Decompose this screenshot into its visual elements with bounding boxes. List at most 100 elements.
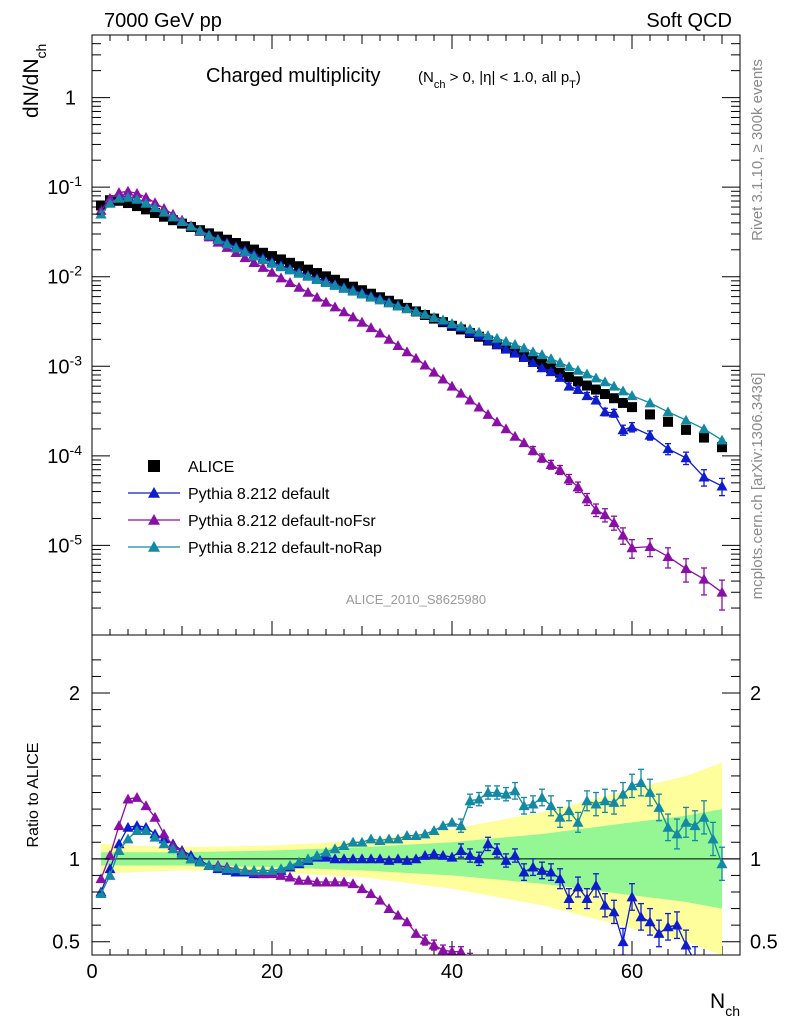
pythia-8-212-default-ratio-point	[518, 866, 530, 877]
pythia-8-212-default-norap-point	[608, 380, 620, 391]
pythia-8-212-default-nofsr-ratio-point	[392, 909, 404, 920]
ratio-ytick-label: 0.5	[52, 932, 80, 954]
pythia-8-212-default-norap-ratio-point	[689, 820, 701, 831]
pythia-8-212-default-norap-ratio-point	[653, 801, 665, 812]
pythia-8-212-default-nofsr-ratio-point	[510, 973, 521, 983]
pythia-8-212-default-norap-point	[680, 414, 692, 425]
alice-point	[609, 393, 619, 404]
pythia-8-212-default-ratio-point	[527, 861, 539, 872]
pythia-8-212-default-nofsr-ratio-point	[374, 894, 386, 905]
pythia-8-212-default-norap-ratio-point	[221, 863, 233, 874]
pythia-8-212-default-ratio-point	[365, 853, 377, 864]
pythia-8-212-default-nofsr-ratio-point	[347, 878, 359, 889]
alice-point	[267, 251, 277, 262]
pythia-8-212-default-nofsr-ratio-point	[149, 811, 161, 822]
pythia-8-212-default-nofsr-point	[104, 192, 116, 203]
pythia-8-212-default-point	[500, 343, 512, 354]
pythia-8-212-default-norap-point	[176, 216, 188, 226]
pythia-8-212-default-norap-point	[599, 376, 611, 387]
ratio-ytick-label-right: 0.5	[750, 932, 778, 954]
alice-point	[303, 264, 313, 275]
legend-label: Pythia 8.212 default	[188, 486, 330, 503]
pythia-8-212-default-ratio-point	[590, 879, 602, 890]
pythia-8-212-default-norap-ratio-point	[428, 825, 440, 836]
main-ytick-label: 1	[65, 88, 76, 110]
pythia-8-212-default-norap-point	[527, 346, 539, 357]
pythia-8-212-default-point	[644, 429, 656, 440]
pythia-8-212-default-line	[100, 195, 723, 487]
pythia-8-212-default-nofsr-ratio-point	[483, 959, 494, 969]
pythia-8-212-default-point	[590, 394, 602, 405]
pythia-8-212-default-nofsr-ratio-point	[468, 952, 472, 955]
pythia-8-212-default-point	[617, 424, 629, 435]
ratio-ytick-label-right: 2	[750, 683, 761, 705]
pythia-8-212-default-nofsr-ratio-point	[519, 976, 530, 986]
pythia-8-212-default-norap-ratio-point	[662, 821, 674, 832]
pythia-8-212-default-ratio-point	[437, 850, 449, 860]
pythia-8-212-default-ratio-point	[419, 850, 431, 860]
pythia-8-212-default-nofsr-ratio-point	[663, 1009, 674, 1019]
pythia-8-212-default-nofsr-ratio-point	[600, 999, 611, 1009]
legend-label: Pythia 8.212 default-noFsr	[188, 513, 376, 530]
pythia-8-212-default-ratio-point	[626, 891, 638, 902]
pythia-8-212-default-norap-point	[347, 285, 359, 296]
main-ticks: 1 10-1 10-2 10-3 10-4 10-5	[47, 34, 741, 955]
pythia-8-212-default-norap-point	[491, 332, 503, 343]
pythia-8-212-default-ratio-point	[347, 853, 359, 864]
pythia-8-212-default-nofsr-ratio-point	[320, 876, 332, 887]
legend-marker	[148, 487, 160, 498]
pythia-8-212-default-nofsr-point	[680, 563, 692, 574]
main-ytick-label: 10-5	[47, 531, 82, 557]
alice-point	[564, 371, 574, 382]
pythia-8-212-default-norap-point	[356, 288, 368, 299]
alice-point	[663, 416, 673, 427]
pythia-8-212-default-norap-ratio-point	[203, 859, 215, 870]
pythia-8-212-default-nofsr-point	[410, 352, 422, 363]
pythia-8-212-default-norap-point	[320, 277, 332, 288]
pythia-8-212-default-nofsr-point	[383, 333, 395, 344]
pythia-8-212-default-nofsr-ratio-point	[492, 964, 503, 974]
pythia-8-212-default-ratio-point	[410, 853, 422, 864]
pythia-8-212-default-nofsr-point	[563, 473, 575, 484]
pythia-8-212-default-norap-ratio-point	[311, 850, 323, 860]
pythia-8-212-default-norap-ratio-point	[302, 853, 314, 864]
pythia-8-212-default-ratio-point	[509, 850, 521, 860]
pythia-8-212-default-norap-point	[581, 368, 593, 379]
pythia-8-212-default-norap-ratio-point	[554, 811, 566, 822]
pythia-8-212-default-norap-point	[311, 274, 323, 284]
ratio-frame	[91, 634, 741, 956]
pythia-8-212-default-ratio-point	[608, 906, 620, 917]
pythia-8-212-default-ratio-point	[446, 851, 458, 862]
pythia-8-212-default-nofsr-ratio-point	[537, 983, 548, 993]
pythia-8-212-default-nofsr-point	[365, 322, 377, 333]
pythia-8-212-default-norap-ratio-point	[185, 853, 197, 864]
pythia-8-212-default-nofsr-ratio-point	[582, 996, 593, 1006]
pythia-8-212-default-norap-ratio-point	[608, 796, 620, 807]
pythia-8-212-default-nofsr-ratio-point	[419, 934, 431, 945]
pythia-8-212-default-norap-point	[167, 211, 179, 222]
pythia-8-212-default-norap-ratio-point	[347, 836, 359, 847]
pythia-8-212-default-norap-ratio-point	[401, 830, 413, 841]
pythia-8-212-default-nofsr-point	[626, 542, 638, 553]
pythia-8-212-default-norap-ratio-point	[500, 788, 512, 799]
main-title: Charged multiplicity	[206, 65, 381, 87]
pythia-8-212-default-point	[581, 390, 593, 401]
pythia-8-212-default-nofsr-point	[590, 504, 602, 515]
pythia-8-212-default-nofsr-point	[392, 340, 404, 351]
pythia-8-212-default-norap-point	[482, 330, 494, 341]
pythia-8-212-default-nofsr-point	[536, 452, 548, 463]
x-tick-label: 60	[621, 961, 643, 983]
pythia-8-212-default-ratio-point	[113, 838, 125, 849]
pythia-8-212-default-norap-point	[95, 208, 107, 219]
pythia-8-212-default-norap-point	[248, 250, 260, 261]
pythia-8-212-default-norap-ratio-point	[707, 833, 719, 844]
pythia-8-212-default-norap-point	[266, 257, 278, 268]
ratio-ytick-label: 1	[69, 849, 80, 871]
pythia-8-212-default-nofsr-point	[428, 366, 440, 377]
pythia-8-212-default-norap-ratio-point	[176, 848, 188, 859]
pythia-8-212-default-nofsr-point	[527, 444, 539, 455]
pythia-8-212-default-norap-point	[149, 202, 161, 212]
pythia-8-212-default-norap-point	[563, 361, 575, 372]
pythia-8-212-default-nofsr-ratio-point	[636, 1006, 647, 1016]
